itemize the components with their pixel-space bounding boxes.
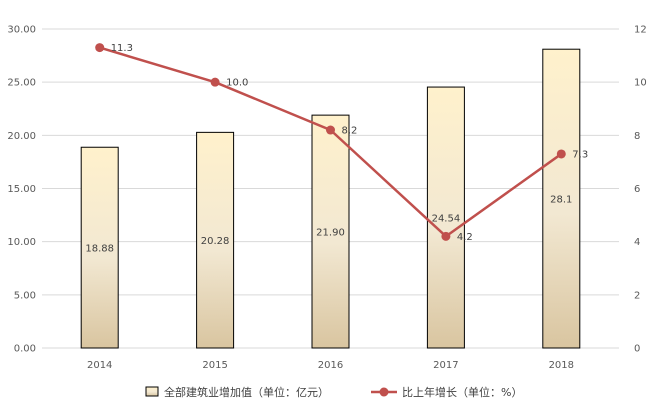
line-value-label: 10.0 — [226, 78, 248, 89]
right-tick-label: 12 — [634, 25, 647, 36]
x-tick-label: 2015 — [202, 360, 227, 371]
line-point — [210, 77, 220, 87]
x-tick-label: 2016 — [318, 360, 343, 371]
line-point — [326, 125, 335, 135]
bar — [196, 131, 235, 349]
bar-value-label: 21.90 — [316, 228, 345, 239]
bar-value-label: 20.28 — [201, 236, 230, 247]
line-point — [95, 43, 105, 53]
line-series — [95, 43, 566, 241]
x-tick-label: 2014 — [87, 360, 112, 371]
left-tick-label: 20.00 — [7, 131, 36, 142]
bar — [311, 114, 350, 349]
legend-line-marker — [379, 387, 389, 397]
bar-value-label: 28.1 — [550, 195, 572, 206]
left-tick-label: 15.00 — [7, 184, 36, 195]
right-tick-label: 2 — [634, 290, 640, 301]
x-axis: 2014 2015 2016 2017 2018 — [87, 360, 574, 371]
line-value-label: 4.2 — [457, 232, 473, 243]
bar — [80, 146, 119, 349]
right-axis: 0 2 4 6 8 10 12 — [634, 25, 647, 355]
left-tick-label: 0.00 — [14, 344, 36, 355]
right-tick-label: 6 — [634, 184, 640, 195]
left-tick-label: 30.00 — [7, 25, 36, 36]
x-tick-label: 2017 — [433, 360, 458, 371]
line-data-labels: 11.3 10.0 8.2 4.2 7.3 — [111, 43, 589, 243]
line-value-label: 11.3 — [111, 43, 133, 54]
left-tick-label: 10.00 — [7, 237, 36, 248]
legend-bar-swatch — [145, 386, 159, 397]
bar — [426, 86, 465, 349]
right-tick-label: 8 — [634, 131, 640, 142]
x-tick-label: 2018 — [549, 360, 574, 371]
line-point — [556, 149, 566, 159]
right-tick-label: 0 — [634, 344, 640, 355]
left-axis: 0.00 5.00 10.00 15.00 20.00 25.00 30.00 — [7, 25, 36, 355]
bar-series — [80, 48, 581, 349]
bar-data-labels: 18.88 20.28 21.90 24.54 28.1 — [85, 195, 572, 255]
right-tick-label: 10 — [634, 78, 647, 89]
legend-line-label: 比上年增长（单位：%） — [402, 385, 522, 399]
right-tick-label: 4 — [634, 237, 640, 248]
left-tick-label: 5.00 — [14, 290, 36, 301]
bar — [542, 48, 581, 349]
line-point — [441, 231, 451, 241]
left-tick-label: 25.00 — [7, 78, 36, 89]
line-value-label: 8.2 — [342, 126, 358, 137]
line-value-label: 7.3 — [572, 149, 588, 160]
legend-bar-label: 全部建筑业增加值（单位：亿元） — [164, 385, 329, 399]
bar-value-label: 18.88 — [85, 244, 114, 255]
bar-value-label: 24.54 — [432, 214, 461, 225]
legend: 全部建筑业增加值（单位：亿元） 比上年增长（单位：%） — [145, 385, 522, 399]
